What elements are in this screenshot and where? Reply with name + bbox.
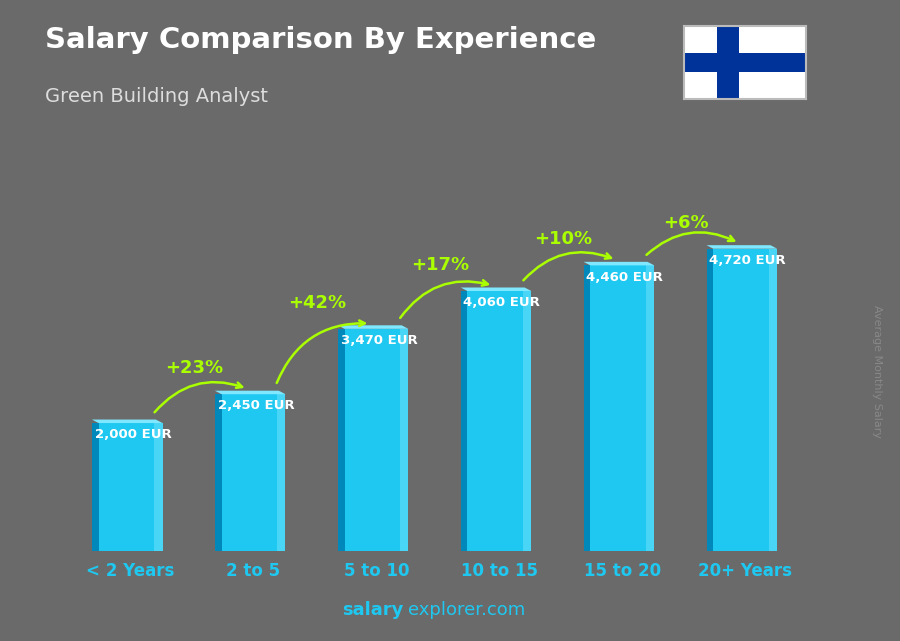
Bar <box>277 394 285 551</box>
Bar <box>714 249 778 551</box>
Bar <box>92 423 99 551</box>
Bar <box>215 394 221 551</box>
Bar <box>706 249 714 551</box>
Text: Salary Comparison By Experience: Salary Comparison By Experience <box>45 26 596 54</box>
Bar <box>154 423 163 551</box>
Bar <box>590 265 654 551</box>
Polygon shape <box>706 245 778 249</box>
Bar <box>684 53 806 72</box>
Text: 2,450 EUR: 2,450 EUR <box>218 399 294 412</box>
Bar <box>523 291 531 551</box>
Text: +10%: +10% <box>534 230 592 248</box>
Text: salary: salary <box>342 601 403 619</box>
Text: Average Monthly Salary: Average Monthly Salary <box>872 305 883 438</box>
Text: +6%: +6% <box>662 213 708 231</box>
Bar <box>716 26 739 99</box>
Text: 2,000 EUR: 2,000 EUR <box>94 428 171 441</box>
Polygon shape <box>338 326 409 329</box>
Bar <box>645 265 654 551</box>
Polygon shape <box>461 287 531 291</box>
Bar <box>400 329 409 551</box>
Bar <box>583 265 590 551</box>
Bar <box>769 249 778 551</box>
Bar <box>99 423 163 551</box>
Text: Green Building Analyst: Green Building Analyst <box>45 87 268 106</box>
Bar <box>345 329 409 551</box>
Bar <box>338 329 345 551</box>
Text: 4,720 EUR: 4,720 EUR <box>709 254 786 267</box>
Polygon shape <box>215 390 285 394</box>
Text: 4,460 EUR: 4,460 EUR <box>586 271 663 283</box>
Polygon shape <box>583 262 654 265</box>
Text: +42%: +42% <box>288 294 346 312</box>
Bar <box>467 291 531 551</box>
Text: +23%: +23% <box>165 359 223 377</box>
Text: explorer.com: explorer.com <box>408 601 525 619</box>
Bar <box>221 394 285 551</box>
Bar <box>461 291 467 551</box>
Polygon shape <box>92 419 163 423</box>
Text: +17%: +17% <box>410 256 469 274</box>
Text: 4,060 EUR: 4,060 EUR <box>464 296 540 309</box>
Text: 3,470 EUR: 3,470 EUR <box>340 334 418 347</box>
